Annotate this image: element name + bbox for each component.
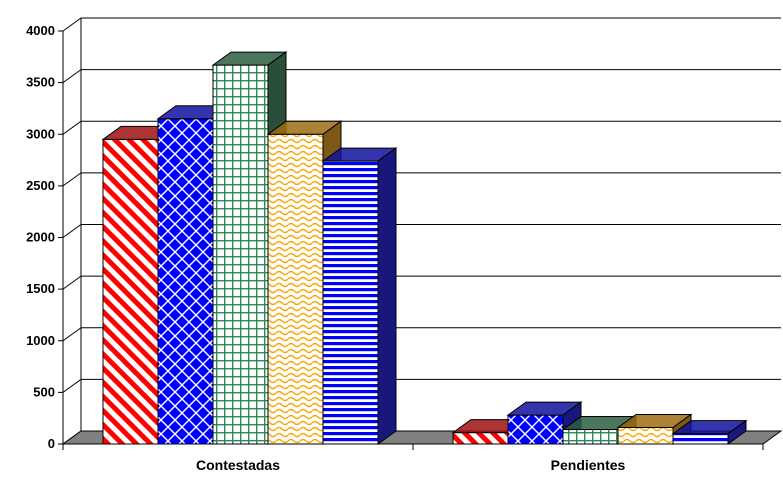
y-tick-label: 2500	[26, 178, 55, 193]
bar-front	[267, 133, 324, 445]
bar-side	[377, 147, 397, 445]
bar-front	[507, 414, 564, 445]
y-tick-label: 2000	[26, 230, 55, 245]
bar-front	[617, 426, 674, 445]
bar-front	[562, 429, 619, 445]
gridline-side	[62, 224, 82, 238]
bar-front	[157, 118, 214, 445]
bar-front	[212, 64, 269, 445]
bar-front	[452, 432, 509, 445]
bar-front	[672, 433, 729, 445]
y-tick-label: 1500	[26, 281, 55, 296]
bar-front	[322, 160, 379, 445]
bar	[671, 419, 748, 445]
gridline-side	[62, 327, 82, 342]
gridline-side	[62, 275, 82, 290]
gridline-side	[62, 17, 82, 32]
bar	[321, 147, 398, 445]
y-tick-label: 500	[33, 384, 55, 399]
y-tick-label: 1000	[26, 333, 55, 348]
bar-side	[727, 419, 747, 445]
y-tick-label: 0	[48, 436, 55, 451]
y-tick-label: 4000	[26, 23, 55, 38]
bar-front	[102, 138, 159, 445]
y-tick-label: 3000	[26, 126, 55, 141]
x-category-label: Pendientes	[551, 457, 626, 473]
y-tick-label: 3500	[26, 75, 55, 90]
x-category-label: Contestadas	[196, 457, 280, 473]
bars	[101, 51, 748, 445]
labels: 0 500 1000 1500 2000 2500 3000 3500 4000 Contesta…	[26, 23, 625, 473]
gridline-side	[62, 378, 82, 393]
gridline-side	[62, 120, 82, 135]
gridline-side	[62, 69, 82, 84]
gridline-side	[62, 172, 82, 187]
